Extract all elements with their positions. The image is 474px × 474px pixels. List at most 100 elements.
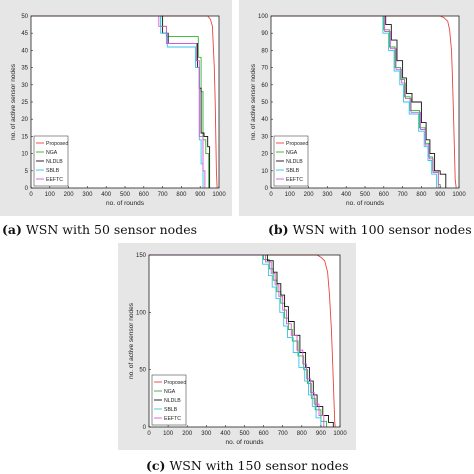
series-line-eeftc-b	[271, 15, 439, 188]
series-line-eeftc-a	[31, 15, 206, 188]
legend-label-nga-c: NGA	[164, 389, 176, 395]
x-axis-label-a: no. of rounds	[106, 200, 145, 207]
x-tick-label-c: 500	[239, 431, 250, 437]
x-tick-label-b: 800	[416, 192, 427, 198]
y-tick-label-b: 40	[261, 117, 268, 123]
caption-b-text: WSN with 100 sensor nodes	[292, 222, 472, 237]
x-tick-label-b: 600	[379, 192, 390, 198]
caption-b-tag: (b)	[268, 222, 289, 237]
y-axis-label-c: no. of active sensor nodes	[128, 302, 135, 379]
caption-c-text: WSN with 150 sensor nodes	[169, 458, 349, 473]
series-line-sblb-c	[149, 254, 322, 427]
chart-panel-a: 0 100 200 300 400 500 600 700 800 900 1000 0 5 10 15 20…	[0, 0, 232, 216]
y-tick-label-a: 35	[21, 66, 28, 72]
chart-panel-b: 0 100 200 300 400 500 600 700 800 900 1000 0 10 20 30 4…	[239, 0, 474, 216]
legend-label-nldlb-b: NLDLB	[286, 159, 303, 165]
x-tick-label-a: 200	[64, 192, 75, 198]
y-tick-label-a: 50	[21, 14, 28, 20]
legend-label-proposed-b: Proposed	[286, 141, 308, 147]
chart-a-svg: 0 100 200 300 400 500 600 700 800 900 1000 0 5 10 15 20…	[10, 14, 226, 207]
legend-label-sblb-b: SBLB	[286, 168, 300, 174]
x-tick-label-b: 400	[341, 192, 352, 198]
series-line-nldlb-b	[271, 15, 447, 188]
x-tick-label-b: 700	[398, 192, 409, 198]
caption-b: (b) WSN with 100 sensor nodes	[268, 222, 472, 237]
x-tick-label-b: 100	[285, 192, 296, 198]
y-tick-label-a: 0	[25, 186, 29, 192]
legend-label-nga-a: NGA	[46, 150, 58, 156]
y-tick-label-b: 10	[261, 169, 268, 175]
caption-a: (a) WSN with 50 sensor nodes	[2, 222, 197, 237]
y-tick-label-b: 70	[261, 66, 268, 72]
x-tick-label-a: 300	[82, 192, 93, 198]
y-tick-label-c: 0	[143, 425, 147, 431]
legend-label-sblb-c: SBLB	[164, 407, 178, 413]
y-tick-label-a: 45	[21, 31, 28, 37]
y-axis-label-b: no. of active sensor nodes	[250, 63, 257, 140]
legend-label-eeftc-a: EEFTC	[46, 177, 63, 183]
legend-label-sblb-a: SBLB	[46, 168, 60, 174]
x-axis-label-c: no. of rounds	[226, 439, 265, 446]
caption-c-tag: (c)	[146, 458, 166, 473]
x-tick-label-b: 200	[304, 192, 315, 198]
x-tick-label-b: 1000	[452, 192, 466, 198]
y-tick-label-b: 80	[261, 48, 268, 54]
y-tick-label-c: 50	[139, 368, 146, 374]
x-tick-label-c: 900	[316, 431, 327, 437]
y-tick-label-b: 0	[265, 186, 269, 192]
x-tick-label-c: 700	[278, 431, 289, 437]
x-tick-label-b: 500	[360, 192, 371, 198]
x-tick-label-c: 600	[259, 431, 270, 437]
x-tick-label-a: 0	[29, 192, 33, 198]
caption-c: (c) WSN with 150 sensor nodes	[146, 458, 348, 473]
x-tick-label-c: 200	[182, 431, 193, 437]
y-tick-label-b: 20	[261, 152, 268, 158]
legend-label-proposed-a: Proposed	[46, 141, 68, 147]
x-tick-label-a: 900	[195, 192, 206, 198]
y-axis-label-a: no. of active sensor nodes	[10, 63, 17, 140]
series-line-proposed-c	[149, 254, 336, 428]
x-tick-label-a: 100	[45, 192, 56, 198]
y-tick-label-a: 10	[21, 152, 28, 158]
y-tick-label-a: 15	[21, 134, 28, 140]
x-tick-label-b: 300	[322, 192, 333, 198]
x-tick-label-c: 300	[201, 431, 212, 437]
x-tick-label-c: 100	[163, 431, 174, 437]
x-tick-label-a: 1000	[212, 192, 226, 198]
x-tick-label-c: 400	[220, 431, 231, 437]
y-tick-label-b: 60	[261, 83, 268, 89]
y-tick-label-a: 30	[21, 83, 28, 89]
x-axis-label-b: no. of rounds	[346, 200, 385, 207]
series-line-proposed-b	[271, 15, 457, 189]
x-tick-label-a: 800	[176, 192, 187, 198]
x-tick-label-b: 0	[269, 192, 273, 198]
x-tick-label-a: 600	[139, 192, 150, 198]
y-tick-label-b: 50	[261, 100, 268, 106]
legend-label-nga-b: NGA	[286, 150, 298, 156]
caption-a-tag: (a)	[2, 222, 22, 237]
y-tick-label-c: 100	[136, 310, 147, 316]
legend-label-proposed-c: Proposed	[164, 380, 186, 386]
legend-label-nldlb-c: NLDLB	[164, 398, 181, 404]
y-tick-label-b: 90	[261, 31, 268, 37]
x-tick-label-a: 500	[120, 192, 131, 198]
x-tick-label-c: 800	[297, 431, 308, 437]
legend-label-eeftc-b: EEFTC	[286, 177, 303, 183]
chart-panel-c: 0 100 200 300 400 500 600 700 800 900 1000 0 50 100 15…	[118, 243, 356, 450]
legend-label-eeftc-c: EEFTC	[164, 416, 181, 422]
y-tick-label-b: 30	[261, 134, 268, 140]
y-tick-label-b: 100	[258, 14, 269, 20]
y-tick-label-a: 5	[25, 169, 29, 175]
legend-label-nldlb-a: NLDLB	[46, 159, 63, 165]
x-tick-label-c: 0	[147, 431, 151, 437]
x-tick-label-c: 1000	[333, 431, 347, 437]
y-tick-label-c: 150	[136, 253, 147, 259]
y-tick-label-a: 40	[21, 48, 28, 54]
x-tick-label-b: 900	[435, 192, 446, 198]
series-line-sblb-a	[31, 15, 204, 188]
y-tick-label-a: 20	[21, 117, 28, 123]
series-line-sblb-b	[271, 15, 437, 188]
x-tick-label-a: 400	[101, 192, 112, 198]
series-line-proposed-a	[31, 15, 218, 189]
series-line-nldlb-c	[149, 254, 334, 427]
